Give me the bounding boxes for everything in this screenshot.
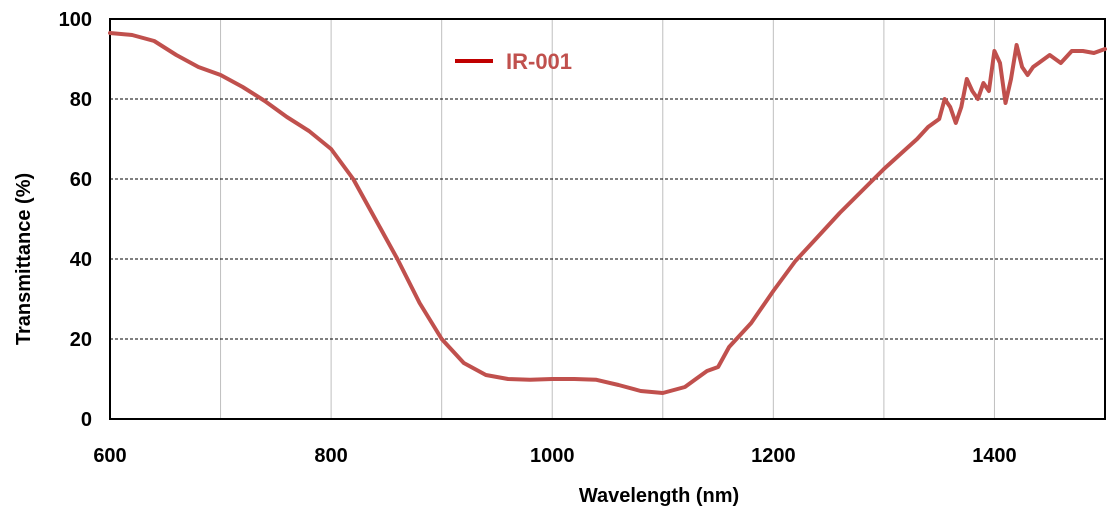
y-tick-label: 20 [70, 329, 92, 351]
x-tick-label: 1200 [751, 445, 796, 467]
y-axis-title: Transmittance (%) [13, 173, 35, 345]
y-tick-labels: 0 20 40 60 80 100 [59, 9, 92, 431]
x-tick-label: 1000 [530, 445, 575, 467]
legend-label: IR-001 [506, 49, 572, 74]
plot-frame [109, 18, 1106, 420]
y-tick-label: 100 [59, 9, 92, 31]
grid [110, 19, 1105, 419]
x-axis-title: Wavelength (nm) [579, 485, 739, 507]
legend: IR-001 [455, 49, 572, 74]
y-tick-label: 40 [70, 249, 92, 271]
series-line-ir-001 [108, 31, 1107, 395]
y-tick-label: 0 [81, 409, 92, 431]
x-tick-label: 1400 [972, 445, 1017, 467]
x-tick-labels: 600 800 1000 1200 1400 [93, 445, 1016, 467]
y-tick-label: 80 [70, 89, 92, 111]
y-tick-label: 60 [70, 169, 92, 191]
x-tick-label: 600 [93, 445, 126, 467]
x-tick-label: 800 [314, 445, 347, 467]
